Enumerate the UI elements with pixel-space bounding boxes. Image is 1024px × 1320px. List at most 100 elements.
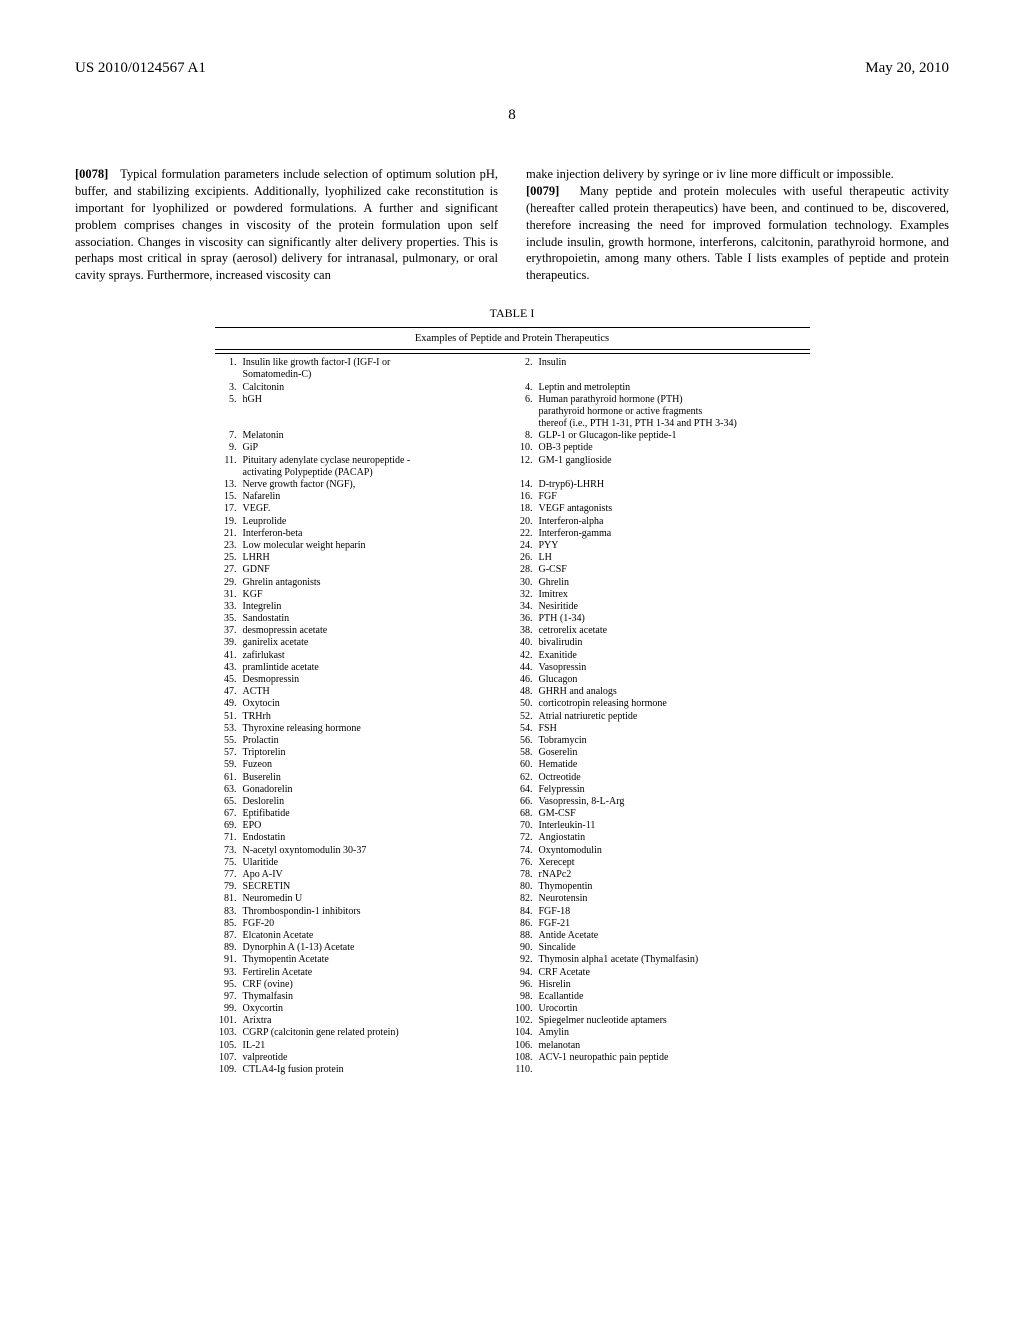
row-text-right: FGF-18 xyxy=(535,906,810,918)
table-row: 49.Oxytocin50.corticotropin releasing ho… xyxy=(215,698,810,710)
table-row: 25.LHRH26.LH xyxy=(215,552,810,564)
row-num-left: 107. xyxy=(215,1052,239,1064)
row-text-right: Exanitide xyxy=(535,650,810,662)
table-row: 101.Arixtra102.Spiegelmer nucleotide apt… xyxy=(215,1015,810,1027)
table-row: 75.Ularitide76.Xerecept xyxy=(215,857,810,869)
row-text-left: GiP xyxy=(239,442,511,454)
row-text-left xyxy=(239,406,511,418)
table-row: 89.Dynorphin A (1-13) Acetate90.Sincalid… xyxy=(215,942,810,954)
row-text-left: Deslorelin xyxy=(239,796,511,808)
row-num-right xyxy=(511,467,535,479)
row-num-right: 90. xyxy=(511,942,535,954)
row-text-right: Atrial natriuretic peptide xyxy=(535,711,810,723)
row-num-left: 81. xyxy=(215,893,239,905)
row-text-right: Vasopressin xyxy=(535,662,810,674)
row-text-right: Goserelin xyxy=(535,747,810,759)
row-text-left: GDNF xyxy=(239,564,511,576)
row-num-right: 110. xyxy=(511,1064,535,1076)
row-text-left: N-acetyl oxyntomodulin 30-37 xyxy=(239,845,511,857)
table-row: parathyroid hormone or active fragments xyxy=(215,406,810,418)
table-row: 19.Leuprolide20.Interferon-alpha xyxy=(215,516,810,528)
row-text-left: SECRETIN xyxy=(239,881,511,893)
row-text-left: CTLA4-Ig fusion protein xyxy=(239,1064,511,1076)
row-num-left: 13. xyxy=(215,479,239,491)
row-num-right: 54. xyxy=(511,723,535,735)
row-num-right: 96. xyxy=(511,979,535,991)
row-num-left: 5. xyxy=(215,394,239,406)
row-num-right: 52. xyxy=(511,711,535,723)
row-num-right: 88. xyxy=(511,930,535,942)
table-row: 109.CTLA4-Ig fusion protein110. xyxy=(215,1064,810,1076)
table-row: 51.TRHrh52.Atrial natriuretic peptide xyxy=(215,711,810,723)
row-text-left: ACTH xyxy=(239,686,511,698)
row-num-right: 56. xyxy=(511,735,535,747)
row-num-left: 73. xyxy=(215,845,239,857)
row-num-right: 84. xyxy=(511,906,535,918)
row-num-left: 109. xyxy=(215,1064,239,1076)
row-num-right: 14. xyxy=(511,479,535,491)
row-text-right: PTH (1-34) xyxy=(535,613,810,625)
table-row: 27.GDNF28.G-CSF xyxy=(215,564,810,576)
row-num-left xyxy=(215,406,239,418)
row-text-right: PYY xyxy=(535,540,810,552)
table-row: 103.CGRP (calcitonin gene related protei… xyxy=(215,1027,810,1039)
table-row: 95.CRF (ovine)96.Hisrelin xyxy=(215,979,810,991)
row-num-right: 4. xyxy=(511,382,535,394)
table-row: 23.Low molecular weight heparin24.PYY xyxy=(215,540,810,552)
table-row: 3.Calcitonin4.Leptin and metroleptin xyxy=(215,382,810,394)
table-row: 65.Deslorelin66.Vasopressin, 8-L-Arg xyxy=(215,796,810,808)
table-row: 107.valpreotide108.ACV-1 neuropathic pai… xyxy=(215,1052,810,1064)
row-num-right: 80. xyxy=(511,881,535,893)
row-num-left: 105. xyxy=(215,1040,239,1052)
row-num-left: 87. xyxy=(215,930,239,942)
row-text-left: Fertirelin Acetate xyxy=(239,967,511,979)
row-num-right: 6. xyxy=(511,394,535,406)
row-text-left: Low molecular weight heparin xyxy=(239,540,511,552)
row-num-left: 71. xyxy=(215,832,239,844)
table-row: 53.Thyroxine releasing hormone54.FSH xyxy=(215,723,810,735)
row-text-left: Thyroxine releasing hormone xyxy=(239,723,511,735)
row-text-left: Nerve growth factor (NGF), xyxy=(239,479,511,491)
row-num-left: 93. xyxy=(215,967,239,979)
row-text-right: Hematide xyxy=(535,759,810,771)
row-text-right: Spiegelmer nucleotide aptamers xyxy=(535,1015,810,1027)
table-row: 57.Triptorelin58.Goserelin xyxy=(215,747,810,759)
row-num-right: 26. xyxy=(511,552,535,564)
row-text-left: VEGF. xyxy=(239,503,511,515)
row-num-right: 60. xyxy=(511,759,535,771)
row-text-right: FGF-21 xyxy=(535,918,810,930)
row-num-right: 40. xyxy=(511,637,535,649)
row-text-right: thereof (i.e., PTH 1-31, PTH 1-34 and PT… xyxy=(535,418,810,430)
table-row: 37.desmopressin acetate38.cetrorelix ace… xyxy=(215,625,810,637)
row-num-left: 43. xyxy=(215,662,239,674)
row-text-left: Somatomedin-C) xyxy=(239,369,511,381)
row-text-right: Nesiritide xyxy=(535,601,810,613)
row-text-left: KGF xyxy=(239,589,511,601)
table-row: 85.FGF-2086.FGF-21 xyxy=(215,918,810,930)
row-text-right: Urocortin xyxy=(535,1003,810,1015)
publication-date: May 20, 2010 xyxy=(865,60,949,77)
row-text-left: Integrelin xyxy=(239,601,511,613)
row-text-right: Glucagon xyxy=(535,674,810,686)
row-num-left: 63. xyxy=(215,784,239,796)
row-num-right: 10. xyxy=(511,442,535,454)
table-row: 33.Integrelin34.Nesiritide xyxy=(215,601,810,613)
table-row: 83.Thrombospondin-1 inhibitors84.FGF-18 xyxy=(215,906,810,918)
row-num-left: 25. xyxy=(215,552,239,564)
table-row: Somatomedin-C) xyxy=(215,369,810,381)
table-row: 73.N-acetyl oxyntomodulin 30-3774.Oxynto… xyxy=(215,845,810,857)
row-text-right: Vasopressin, 8-L-Arg xyxy=(535,796,810,808)
row-text-right: Interferon-gamma xyxy=(535,528,810,540)
row-num-left: 7. xyxy=(215,430,239,442)
row-text-left: Thrombospondin-1 inhibitors xyxy=(239,906,511,918)
row-num-left: 45. xyxy=(215,674,239,686)
row-text-left: Oxycortin xyxy=(239,1003,511,1015)
row-text-left: EPO xyxy=(239,820,511,832)
table-1: TABLE I Examples of Peptide and Protein … xyxy=(215,306,810,1076)
row-text-left: Thymopentin Acetate xyxy=(239,954,511,966)
row-text-right: rNAPc2 xyxy=(535,869,810,881)
right-column: make injection delivery by syringe or iv… xyxy=(526,166,949,284)
row-text-left: Gonadorelin xyxy=(239,784,511,796)
row-text-right: Amylin xyxy=(535,1027,810,1039)
row-text-left: Ghrelin antagonists xyxy=(239,577,511,589)
